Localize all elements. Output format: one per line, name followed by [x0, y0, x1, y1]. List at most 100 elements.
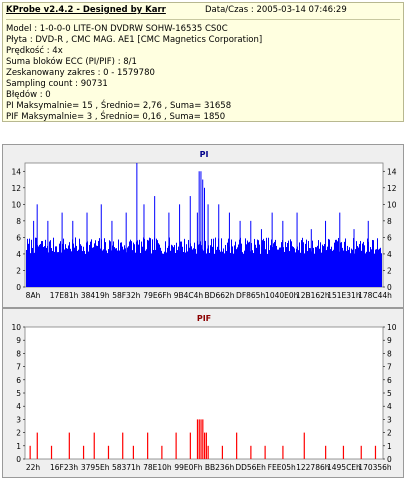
pi-bar	[160, 247, 161, 287]
pi-bar	[301, 240, 302, 287]
pi-bar	[247, 240, 248, 287]
y-tick-label-right: 8	[387, 217, 392, 226]
pi-bar	[216, 249, 217, 287]
y-tick-label-right: 8	[387, 349, 392, 358]
pif-bar	[250, 445, 252, 459]
y-tick-label-right: 7	[387, 363, 392, 372]
pi-bar	[184, 238, 185, 287]
pi-bar	[110, 241, 111, 287]
pi-bar	[170, 250, 171, 287]
pi-bar	[42, 241, 43, 287]
pi-bar	[99, 238, 100, 287]
pi-bar	[98, 240, 99, 287]
pi-bar	[215, 237, 216, 287]
pi-spike	[200, 171, 202, 287]
pi-bar	[373, 240, 374, 287]
pi-bar	[30, 253, 31, 287]
pi-chart: PI 0 0 2 2 4 4 6 6 8 8 10 10 12 12 14 14 8Ah 17E81h 38419h 5…	[11, 150, 396, 300]
pi-spike	[310, 229, 312, 287]
pi-bar	[298, 250, 299, 287]
pi-spike	[143, 204, 145, 287]
pi-bar	[142, 246, 143, 287]
pi-bar	[176, 242, 177, 287]
pif-bar	[204, 432, 206, 459]
pi-bar	[122, 246, 123, 287]
pi-bar	[214, 253, 215, 287]
pif-bar	[82, 445, 85, 459]
pi-bar	[141, 241, 142, 287]
pif-bar	[205, 432, 207, 459]
y-tick-label-right: 1	[387, 442, 392, 451]
pi-bar	[235, 241, 236, 287]
pi-bar	[290, 239, 291, 287]
pi-bar	[242, 252, 243, 287]
pi-bar	[146, 249, 147, 287]
pi-bar	[63, 238, 64, 287]
pi-bar	[58, 252, 59, 287]
pi-bar	[81, 245, 82, 287]
pi-bar	[139, 239, 140, 287]
pi-bar	[56, 246, 57, 287]
pi-bar	[226, 250, 227, 287]
pi-bar	[283, 247, 284, 287]
pi-spike	[179, 204, 181, 287]
pi-bar	[46, 247, 47, 287]
pi-bar	[52, 250, 53, 287]
pi-bar	[378, 249, 379, 287]
pi-bar	[309, 248, 310, 287]
pi-bar	[241, 243, 242, 287]
pi-bar	[91, 239, 92, 287]
pi-bar	[264, 240, 265, 287]
pi-bar	[295, 252, 296, 287]
pi-spike	[260, 229, 262, 287]
pif-bar	[221, 445, 223, 459]
x-tick-label: 22h	[26, 463, 41, 472]
pi-spike	[47, 220, 49, 287]
pi-bar	[90, 241, 91, 287]
pi-bar	[312, 240, 313, 287]
pi-bar	[266, 237, 267, 287]
pi-bar	[237, 247, 238, 287]
pi-bar	[348, 249, 349, 287]
pi-bar	[203, 250, 204, 287]
pi-bar	[76, 245, 77, 287]
pi-bar	[249, 241, 250, 287]
pi-bar	[370, 247, 371, 287]
pi-bar	[223, 248, 224, 287]
pi-bar	[34, 252, 35, 287]
pi-bar	[163, 253, 164, 287]
x-tick-label: 38419h	[81, 291, 110, 300]
pi-spike	[198, 171, 200, 287]
pi-bar	[66, 248, 67, 287]
pi-spike	[202, 179, 204, 287]
pi-bar	[265, 249, 266, 287]
pi-bar	[105, 242, 106, 287]
x-tick-label: 178C44h	[358, 291, 392, 300]
pi-bar	[332, 250, 333, 287]
pi-bar	[302, 237, 303, 287]
pi-bar	[166, 252, 167, 287]
pi-bar	[342, 247, 343, 287]
pi-bar	[292, 246, 293, 287]
pi-bar	[380, 247, 381, 287]
pi-bar	[127, 247, 128, 287]
pif-bar	[132, 445, 134, 459]
pi-bar	[351, 248, 352, 287]
pi-spike	[282, 220, 284, 287]
pi-bar	[220, 251, 221, 287]
x-tick-label: 58F32h	[112, 291, 140, 300]
pi-bar	[41, 241, 42, 287]
pi-bar	[317, 245, 318, 287]
pi-bar	[219, 249, 220, 287]
y-tick-label-left: 8	[16, 217, 21, 226]
pi-bar	[335, 239, 336, 287]
x-tick-label: 151E31h	[327, 291, 361, 300]
pi-bar	[310, 248, 311, 287]
pif-bar	[107, 445, 110, 459]
pif-bar	[93, 432, 95, 459]
pif-bar	[303, 432, 305, 459]
pi-bar	[260, 253, 261, 287]
pi-bar	[353, 238, 354, 287]
pi-bar	[75, 237, 76, 287]
pi-bar	[300, 252, 301, 287]
